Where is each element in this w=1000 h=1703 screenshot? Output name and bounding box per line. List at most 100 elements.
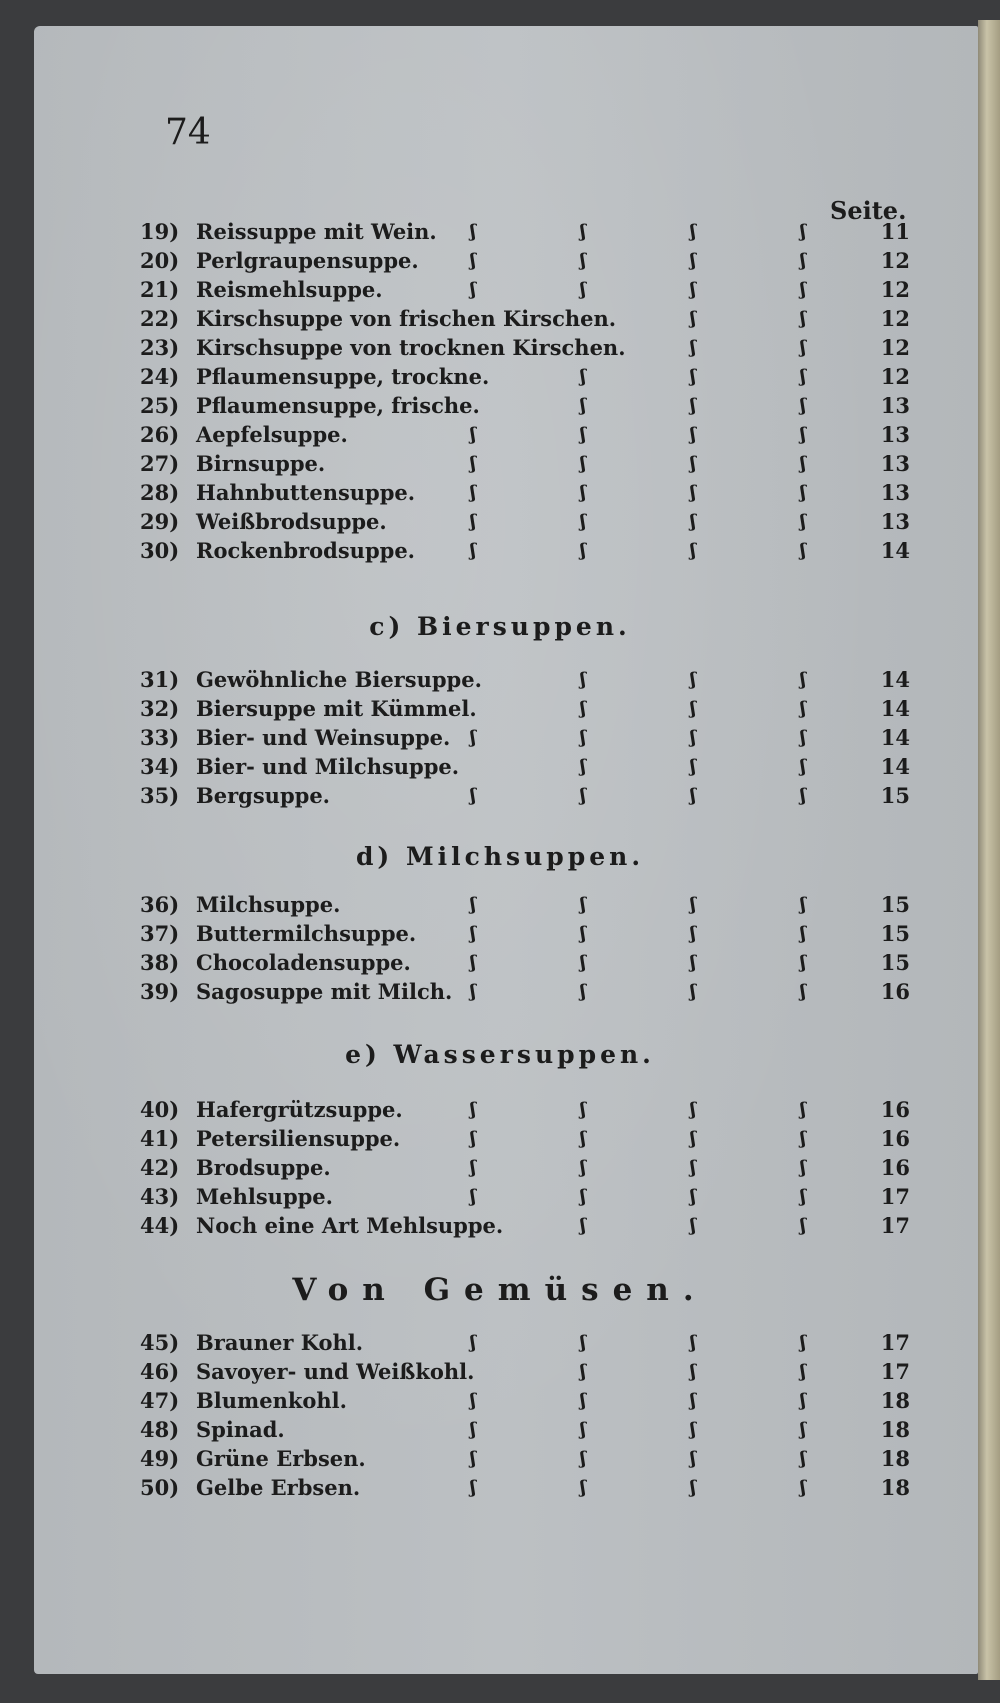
- leader-mark: ʃ: [800, 540, 806, 561]
- entry-page-ref: 14: [880, 667, 910, 692]
- entry-title: Bier- und Weinsuppe.: [196, 725, 451, 750]
- leader-mark: ʃ: [690, 981, 696, 1002]
- leader-mark: ʃ: [690, 1332, 696, 1353]
- leader-mark: ʃ: [580, 785, 586, 806]
- leader-mark: ʃ: [580, 1361, 586, 1382]
- toc-entry: ʃ ʃ ʃ ʃ 30) Rockenbrodsuppe. 14: [140, 538, 910, 567]
- leader-mark: ʃ: [690, 1419, 696, 1440]
- entry-page-ref: 18: [880, 1388, 910, 1413]
- leader-mark: ʃ: [580, 1186, 586, 1207]
- leader-mark: ʃ: [690, 424, 696, 445]
- leader-mark: ʃ: [800, 279, 806, 300]
- entry-page-ref: 17: [880, 1330, 910, 1355]
- leader-mark: ʃ: [800, 1361, 806, 1382]
- entry-number: 29): [140, 509, 180, 534]
- entry-title: Bier- und Milchsuppe.: [196, 754, 460, 779]
- entry-number: 41): [140, 1126, 180, 1151]
- leader-mark: ʃ: [580, 1099, 586, 1120]
- toc-entry: ʃ ʃ ʃ ʃ 28) Hahnbuttensuppe. 13: [140, 480, 910, 509]
- entry-number: 19): [140, 219, 180, 244]
- leader-mark: ʃ: [800, 756, 806, 777]
- leader-mark: ʃ: [800, 1157, 806, 1178]
- leader-mark: ʃ: [690, 511, 696, 532]
- leader-mark: ʃ: [470, 250, 476, 271]
- leader-mark: ʃ: [470, 952, 476, 973]
- entry-number: 35): [140, 783, 180, 808]
- toc-entry: ʃ ʃ ʃ ʃ 50) Gelbe Erbsen. 18: [140, 1475, 910, 1504]
- leader-mark: ʃ: [470, 727, 476, 748]
- leader-mark: ʃ: [800, 669, 806, 690]
- leader-mark: ʃ: [690, 785, 696, 806]
- entry-title: Petersiliensuppe.: [196, 1126, 401, 1151]
- entry-page-ref: 16: [880, 1155, 910, 1180]
- leader-mark: ʃ: [800, 337, 806, 358]
- leader-mark: ʃ: [800, 1332, 806, 1353]
- leader-mark: ʃ: [580, 395, 586, 416]
- leader-mark: ʃ: [800, 1477, 806, 1498]
- leader-mark: ʃ: [580, 698, 586, 719]
- entry-page-ref: 13: [880, 451, 910, 476]
- leader-mark: ʃ: [690, 279, 696, 300]
- entry-number: 38): [140, 950, 180, 975]
- toc-entry: ʃ ʃ ʃ ʃ 35) Bergsuppe. 15: [140, 783, 910, 812]
- leader-mark: ʃ: [470, 894, 476, 915]
- leader-mark: ʃ: [690, 1099, 696, 1120]
- entry-page-ref: 18: [880, 1475, 910, 1500]
- leader-mark: ʃ: [690, 1361, 696, 1382]
- toc-entry: ʃ ʃ ʃ ʃ 42) Brodsuppe. 16: [140, 1155, 910, 1184]
- section-heading: Von Gemüsen.: [292, 1272, 708, 1308]
- section-heading: e) Wassersuppen.: [345, 1040, 655, 1069]
- leader-mark: ʃ: [690, 1186, 696, 1207]
- leader-mark: ʃ: [470, 1390, 476, 1411]
- entry-page-ref: 15: [880, 783, 910, 808]
- entry-page-ref: 11: [880, 219, 910, 244]
- toc-entry: ʃ ʃ ʃ 32) Biersuppe mit Kümmel. 14: [140, 696, 910, 725]
- entry-number: 48): [140, 1417, 180, 1442]
- entry-title: Kirschsuppe von trocknen Kirschen.: [196, 335, 626, 360]
- leader-mark: ʃ: [690, 366, 696, 387]
- entry-title: Sagosuppe mit Milch.: [196, 979, 453, 1004]
- toc-entry: ʃ ʃ 23) Kirschsuppe von trocknen Kirschen. 1…: [140, 335, 910, 364]
- toc-entry: ʃ ʃ ʃ 24) Pflaumensuppe, trockne. 12: [140, 364, 910, 393]
- entry-number: 20): [140, 248, 180, 273]
- entry-page-ref: 14: [880, 754, 910, 779]
- toc-entry: ʃ ʃ ʃ ʃ 33) Bier- und Weinsuppe. 14: [140, 725, 910, 754]
- leader-mark: ʃ: [800, 308, 806, 329]
- leader-mark: ʃ: [470, 221, 476, 242]
- leader-mark: ʃ: [580, 669, 586, 690]
- toc-entry: ʃ ʃ ʃ 34) Bier- und Milchsuppe. 14: [140, 754, 910, 783]
- entry-page-ref: 12: [880, 306, 910, 331]
- entry-number: 25): [140, 393, 180, 418]
- leader-mark: ʃ: [580, 482, 586, 503]
- leader-mark: ʃ: [580, 511, 586, 532]
- leader-mark: ʃ: [580, 1390, 586, 1411]
- entry-number: 21): [140, 277, 180, 302]
- leader-mark: ʃ: [690, 756, 696, 777]
- leader-mark: ʃ: [470, 482, 476, 503]
- toc-entry: ʃ ʃ ʃ ʃ 26) Aepfelsuppe. 13: [140, 422, 910, 451]
- entry-page-ref: 15: [880, 921, 910, 946]
- leader-mark: ʃ: [580, 1128, 586, 1149]
- leader-mark: ʃ: [800, 1128, 806, 1149]
- entry-title: Noch eine Art Mehlsuppe.: [196, 1213, 504, 1238]
- leader-mark: ʃ: [470, 1099, 476, 1120]
- entry-number: 24): [140, 364, 180, 389]
- toc-entry: ʃ ʃ ʃ 46) Savoyer- und Weißkohl. 17: [140, 1359, 910, 1388]
- entry-page-ref: 13: [880, 422, 910, 447]
- toc-entry: ʃ ʃ ʃ ʃ 48) Spinad. 18: [140, 1417, 910, 1446]
- leader-mark: ʃ: [690, 1448, 696, 1469]
- entry-number: 44): [140, 1213, 180, 1238]
- entry-number: 36): [140, 892, 180, 917]
- leader-mark: ʃ: [690, 669, 696, 690]
- leader-mark: ʃ: [690, 453, 696, 474]
- leader-mark: ʃ: [470, 1332, 476, 1353]
- leader-mark: ʃ: [690, 308, 696, 329]
- leader-mark: ʃ: [470, 1186, 476, 1207]
